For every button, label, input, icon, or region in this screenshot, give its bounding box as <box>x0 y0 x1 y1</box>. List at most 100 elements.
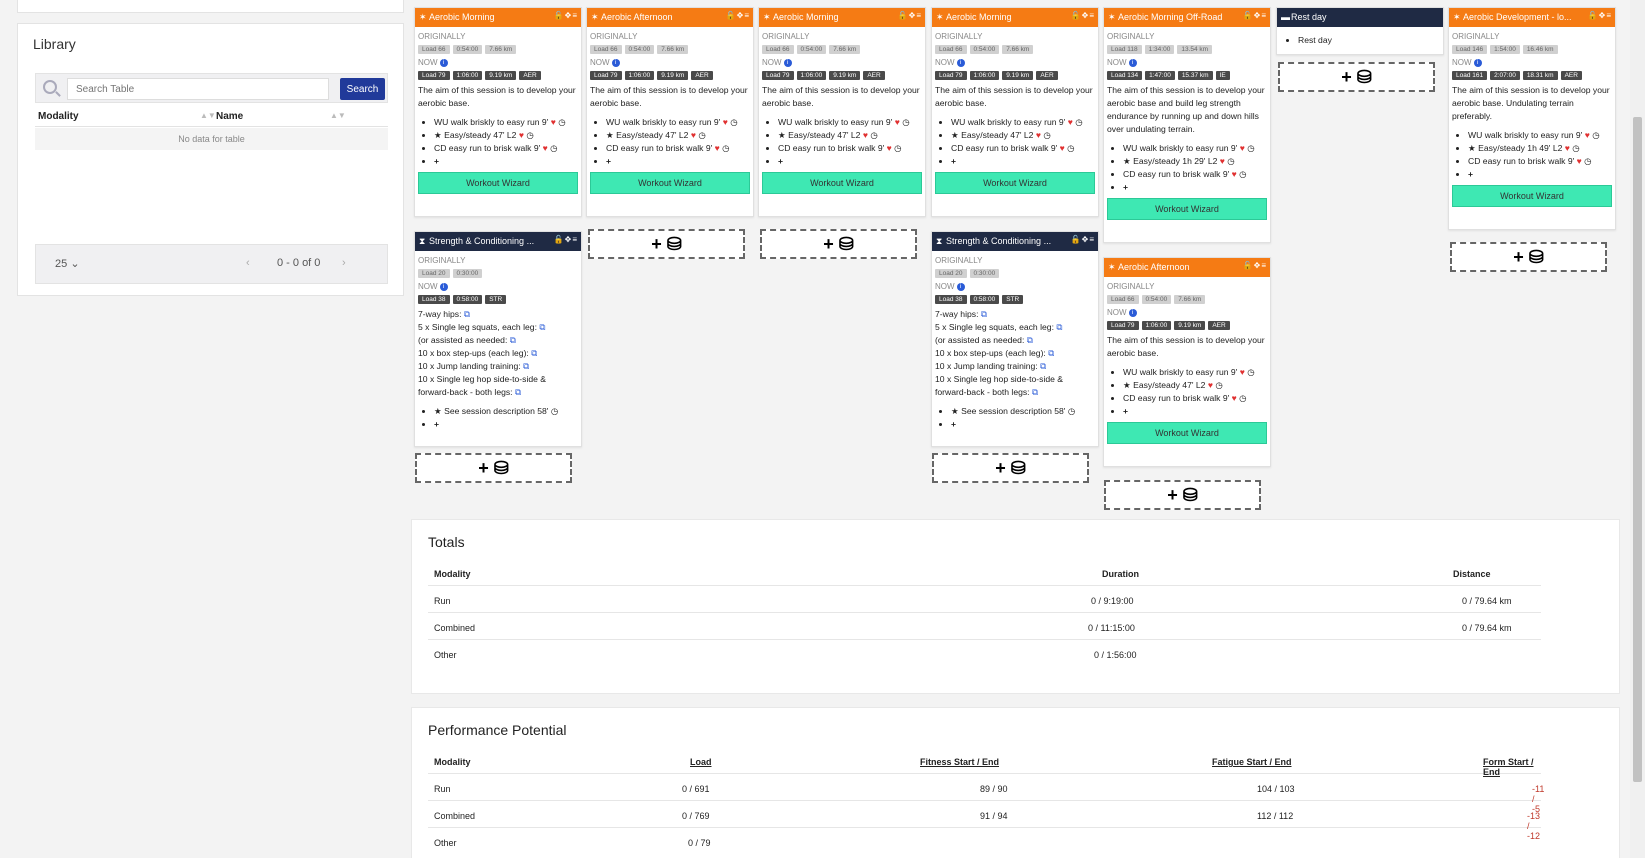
card-controls-icon[interactable]: 🔓✥≡ <box>1242 261 1267 270</box>
info-icon[interactable]: i <box>783 58 792 67</box>
add-workout-slot[interactable]: + ⛁ <box>932 453 1089 483</box>
step-item[interactable]: ★ Easy/steady 1h 29' L2 ♥ ◷ <box>1123 155 1267 168</box>
card-controls-icon[interactable]: 🔓✥≡ <box>897 11 922 20</box>
workout-card[interactable]: ✶ Aerobic Morning 🔓✥≡ ORIGINALLY Load 66 0:54… <box>414 7 582 217</box>
next-page-icon[interactable]: › <box>342 257 346 269</box>
add-step-icon[interactable]: + <box>606 155 750 168</box>
add-workout-slot[interactable]: + ⛁ <box>760 229 917 259</box>
external-link-icon[interactable]: ⧉ <box>978 309 987 319</box>
step-item[interactable]: CD easy run to brisk walk 9' ♥ ◷ <box>1123 168 1267 181</box>
card-controls-icon[interactable]: 🔓✥≡ <box>553 235 578 244</box>
card-header[interactable]: ✶ Aerobic Afternoon 🔓✥≡ <box>587 8 753 27</box>
step-item[interactable]: CD easy run to brisk walk 9' ♥ ◷ <box>1123 392 1267 405</box>
sort-icon[interactable]: ▲▼ <box>200 111 216 120</box>
step-item[interactable]: WU walk briskly to easy run 9' ♥ ◷ <box>778 116 922 129</box>
card-header[interactable]: ✶ Aerobic Morning 🔓✥≡ <box>932 8 1098 27</box>
page-scrollbar[interactable] <box>1630 0 1645 858</box>
workout-card[interactable]: ⧗ Strength & Conditioning ... 🔓✥≡ ORIGINALL… <box>414 231 582 447</box>
external-link-icon[interactable]: ⧉ <box>520 361 530 371</box>
workout-card[interactable]: ⧗ Strength & Conditioning ... 🔓✥≡ ORIGINALL… <box>931 231 1099 447</box>
step-item[interactable]: WU walk briskly to easy run 9' ♥ ◷ <box>951 116 1095 129</box>
info-icon[interactable]: i <box>1473 58 1482 67</box>
workout-card[interactable]: ✶ Aerobic Afternoon 🔓✥≡ ORIGINALLY Load 66 0:… <box>1103 257 1271 467</box>
card-controls-icon[interactable]: 🔓✥≡ <box>1070 235 1095 244</box>
step-item[interactable]: ★ Easy/steady 47' L2 ♥ ◷ <box>951 129 1095 142</box>
perf-col-fitness[interactable]: Fitness Start / End <box>920 757 1000 767</box>
workout-card[interactable]: ✶ Aerobic Development - lo... 🔓✥≡ ORIGINALL… <box>1448 7 1616 230</box>
workout-card[interactable]: ▬Rest dayRest day <box>1276 7 1444 55</box>
info-icon[interactable]: i <box>611 58 620 67</box>
info-icon[interactable]: i <box>956 58 965 67</box>
column-name[interactable]: Name <box>216 111 244 122</box>
step-item[interactable]: CD easy run to brisk walk 9' ♥ ◷ <box>606 142 750 155</box>
info-icon[interactable]: i <box>439 282 448 291</box>
sort-icon[interactable]: ▲▼ <box>330 111 346 120</box>
card-header[interactable]: ✶ Aerobic Morning Off-Road 🔓✥≡ <box>1104 8 1270 27</box>
card-header[interactable]: ✶ Aerobic Morning 🔓✥≡ <box>759 8 925 27</box>
workout-wizard-button[interactable]: Workout Wizard <box>590 172 750 194</box>
external-link-icon[interactable]: ⧉ <box>1029 387 1039 397</box>
perf-col-fatigue[interactable]: Fatigue Start / End <box>1212 757 1292 767</box>
card-controls-icon[interactable]: 🔓✥≡ <box>553 11 578 20</box>
workout-card[interactable]: ✶ Aerobic Afternoon 🔓✥≡ ORIGINALLY Load 66 0:… <box>586 7 754 217</box>
card-header[interactable]: ▬ Rest day <box>1277 8 1443 27</box>
search-input[interactable] <box>67 78 329 100</box>
step-item[interactable]: ★ Easy/steady 47' L2 ♥ ◷ <box>434 129 578 142</box>
workout-wizard-button[interactable]: Workout Wizard <box>1107 422 1267 444</box>
external-link-icon[interactable]: ⧉ <box>1053 322 1063 332</box>
add-step-icon[interactable]: + <box>778 155 922 168</box>
external-link-icon[interactable]: ⧉ <box>1024 335 1033 345</box>
add-step-icon[interactable]: + <box>434 418 578 431</box>
info-icon[interactable]: i <box>1128 58 1137 67</box>
add-workout-slot[interactable]: + ⛁ <box>588 229 745 259</box>
external-link-icon[interactable]: ⧉ <box>1037 361 1047 371</box>
step-item[interactable]: WU walk briskly to easy run 9' ♥ ◷ <box>1123 142 1267 155</box>
external-link-icon[interactable]: ⧉ <box>528 348 538 358</box>
workout-wizard-button[interactable]: Workout Wizard <box>1452 185 1612 207</box>
step-item[interactable]: ★ Easy/steady 47' L2 ♥ ◷ <box>1123 379 1267 392</box>
external-link-icon[interactable]: ⧉ <box>461 309 470 319</box>
step-item[interactable]: CD easy run to brisk walk 9' ♥ ◷ <box>434 142 578 155</box>
prev-page-icon[interactable]: ‹ <box>246 257 250 269</box>
workout-card[interactable]: ✶ Aerobic Morning 🔓✥≡ ORIGINALLY Load 66 0:54… <box>931 7 1099 217</box>
workout-card[interactable]: ✶ Aerobic Morning Off-Road 🔓✥≡ ORIGINALLY Lo… <box>1103 7 1271 243</box>
step-item[interactable]: CD easy run to brisk walk 9' ♥ ◷ <box>778 142 922 155</box>
add-workout-slot[interactable]: + ⛁ <box>1278 62 1435 92</box>
workout-wizard-button[interactable]: Workout Wizard <box>935 172 1095 194</box>
workout-wizard-button[interactable]: Workout Wizard <box>1107 198 1267 220</box>
card-header[interactable]: ✶ Aerobic Development - lo... 🔓✥≡ <box>1449 8 1615 27</box>
external-link-icon[interactable]: ⧉ <box>1045 348 1055 358</box>
card-controls-icon[interactable]: 🔓✥≡ <box>1587 11 1612 20</box>
step-item[interactable]: WU walk briskly to easy run 9' ♥ ◷ <box>1123 366 1267 379</box>
add-step-icon[interactable]: + <box>951 418 1095 431</box>
external-link-icon[interactable]: ⧉ <box>507 335 516 345</box>
add-step-icon[interactable]: + <box>1123 405 1267 418</box>
page-size-select[interactable]: 25 ⌄ <box>55 257 80 270</box>
add-workout-slot[interactable]: + ⛁ <box>415 453 572 483</box>
step-item[interactable]: CD easy run to brisk walk 9' ♥ ◷ <box>1468 155 1612 168</box>
card-header[interactable]: ⧗ Strength & Conditioning ... 🔓✥≡ <box>415 232 581 251</box>
card-header[interactable]: ⧗ Strength & Conditioning ... 🔓✥≡ <box>932 232 1098 251</box>
step-item[interactable]: ★ Easy/steady 47' L2 ♥ ◷ <box>778 129 922 142</box>
add-step-icon[interactable]: + <box>951 155 1095 168</box>
card-header[interactable]: ✶ Aerobic Afternoon 🔓✥≡ <box>1104 258 1270 277</box>
info-icon[interactable]: i <box>956 282 965 291</box>
card-controls-icon[interactable]: 🔓✥≡ <box>725 11 750 20</box>
workout-wizard-button[interactable]: Workout Wizard <box>762 172 922 194</box>
step-item[interactable]: WU walk briskly to easy run 9' ♥ ◷ <box>434 116 578 129</box>
card-header[interactable]: ✶ Aerobic Morning 🔓✥≡ <box>415 8 581 27</box>
external-link-icon[interactable]: ⧉ <box>512 387 522 397</box>
card-controls-icon[interactable]: 🔓✥≡ <box>1070 11 1095 20</box>
workout-wizard-button[interactable]: Workout Wizard <box>418 172 578 194</box>
workout-card[interactable]: ✶ Aerobic Morning 🔓✥≡ ORIGINALLY Load 66 0:54… <box>758 7 926 217</box>
add-step-icon[interactable]: + <box>434 155 578 168</box>
search-button[interactable]: Search <box>340 78 385 100</box>
add-workout-slot[interactable]: + ⛁ <box>1104 480 1261 510</box>
step-item[interactable]: CD easy run to brisk walk 9' ♥ ◷ <box>951 142 1095 155</box>
add-step-icon[interactable]: + <box>1468 168 1612 181</box>
perf-col-form[interactable]: Form Start / End <box>1483 757 1534 777</box>
step-item[interactable]: ★ Easy/steady 47' L2 ♥ ◷ <box>606 129 750 142</box>
add-workout-slot[interactable]: + ⛁ <box>1450 242 1607 272</box>
column-modality[interactable]: Modality <box>38 111 79 122</box>
step-item[interactable]: ★ See session description 58' ◷ <box>951 405 1095 418</box>
